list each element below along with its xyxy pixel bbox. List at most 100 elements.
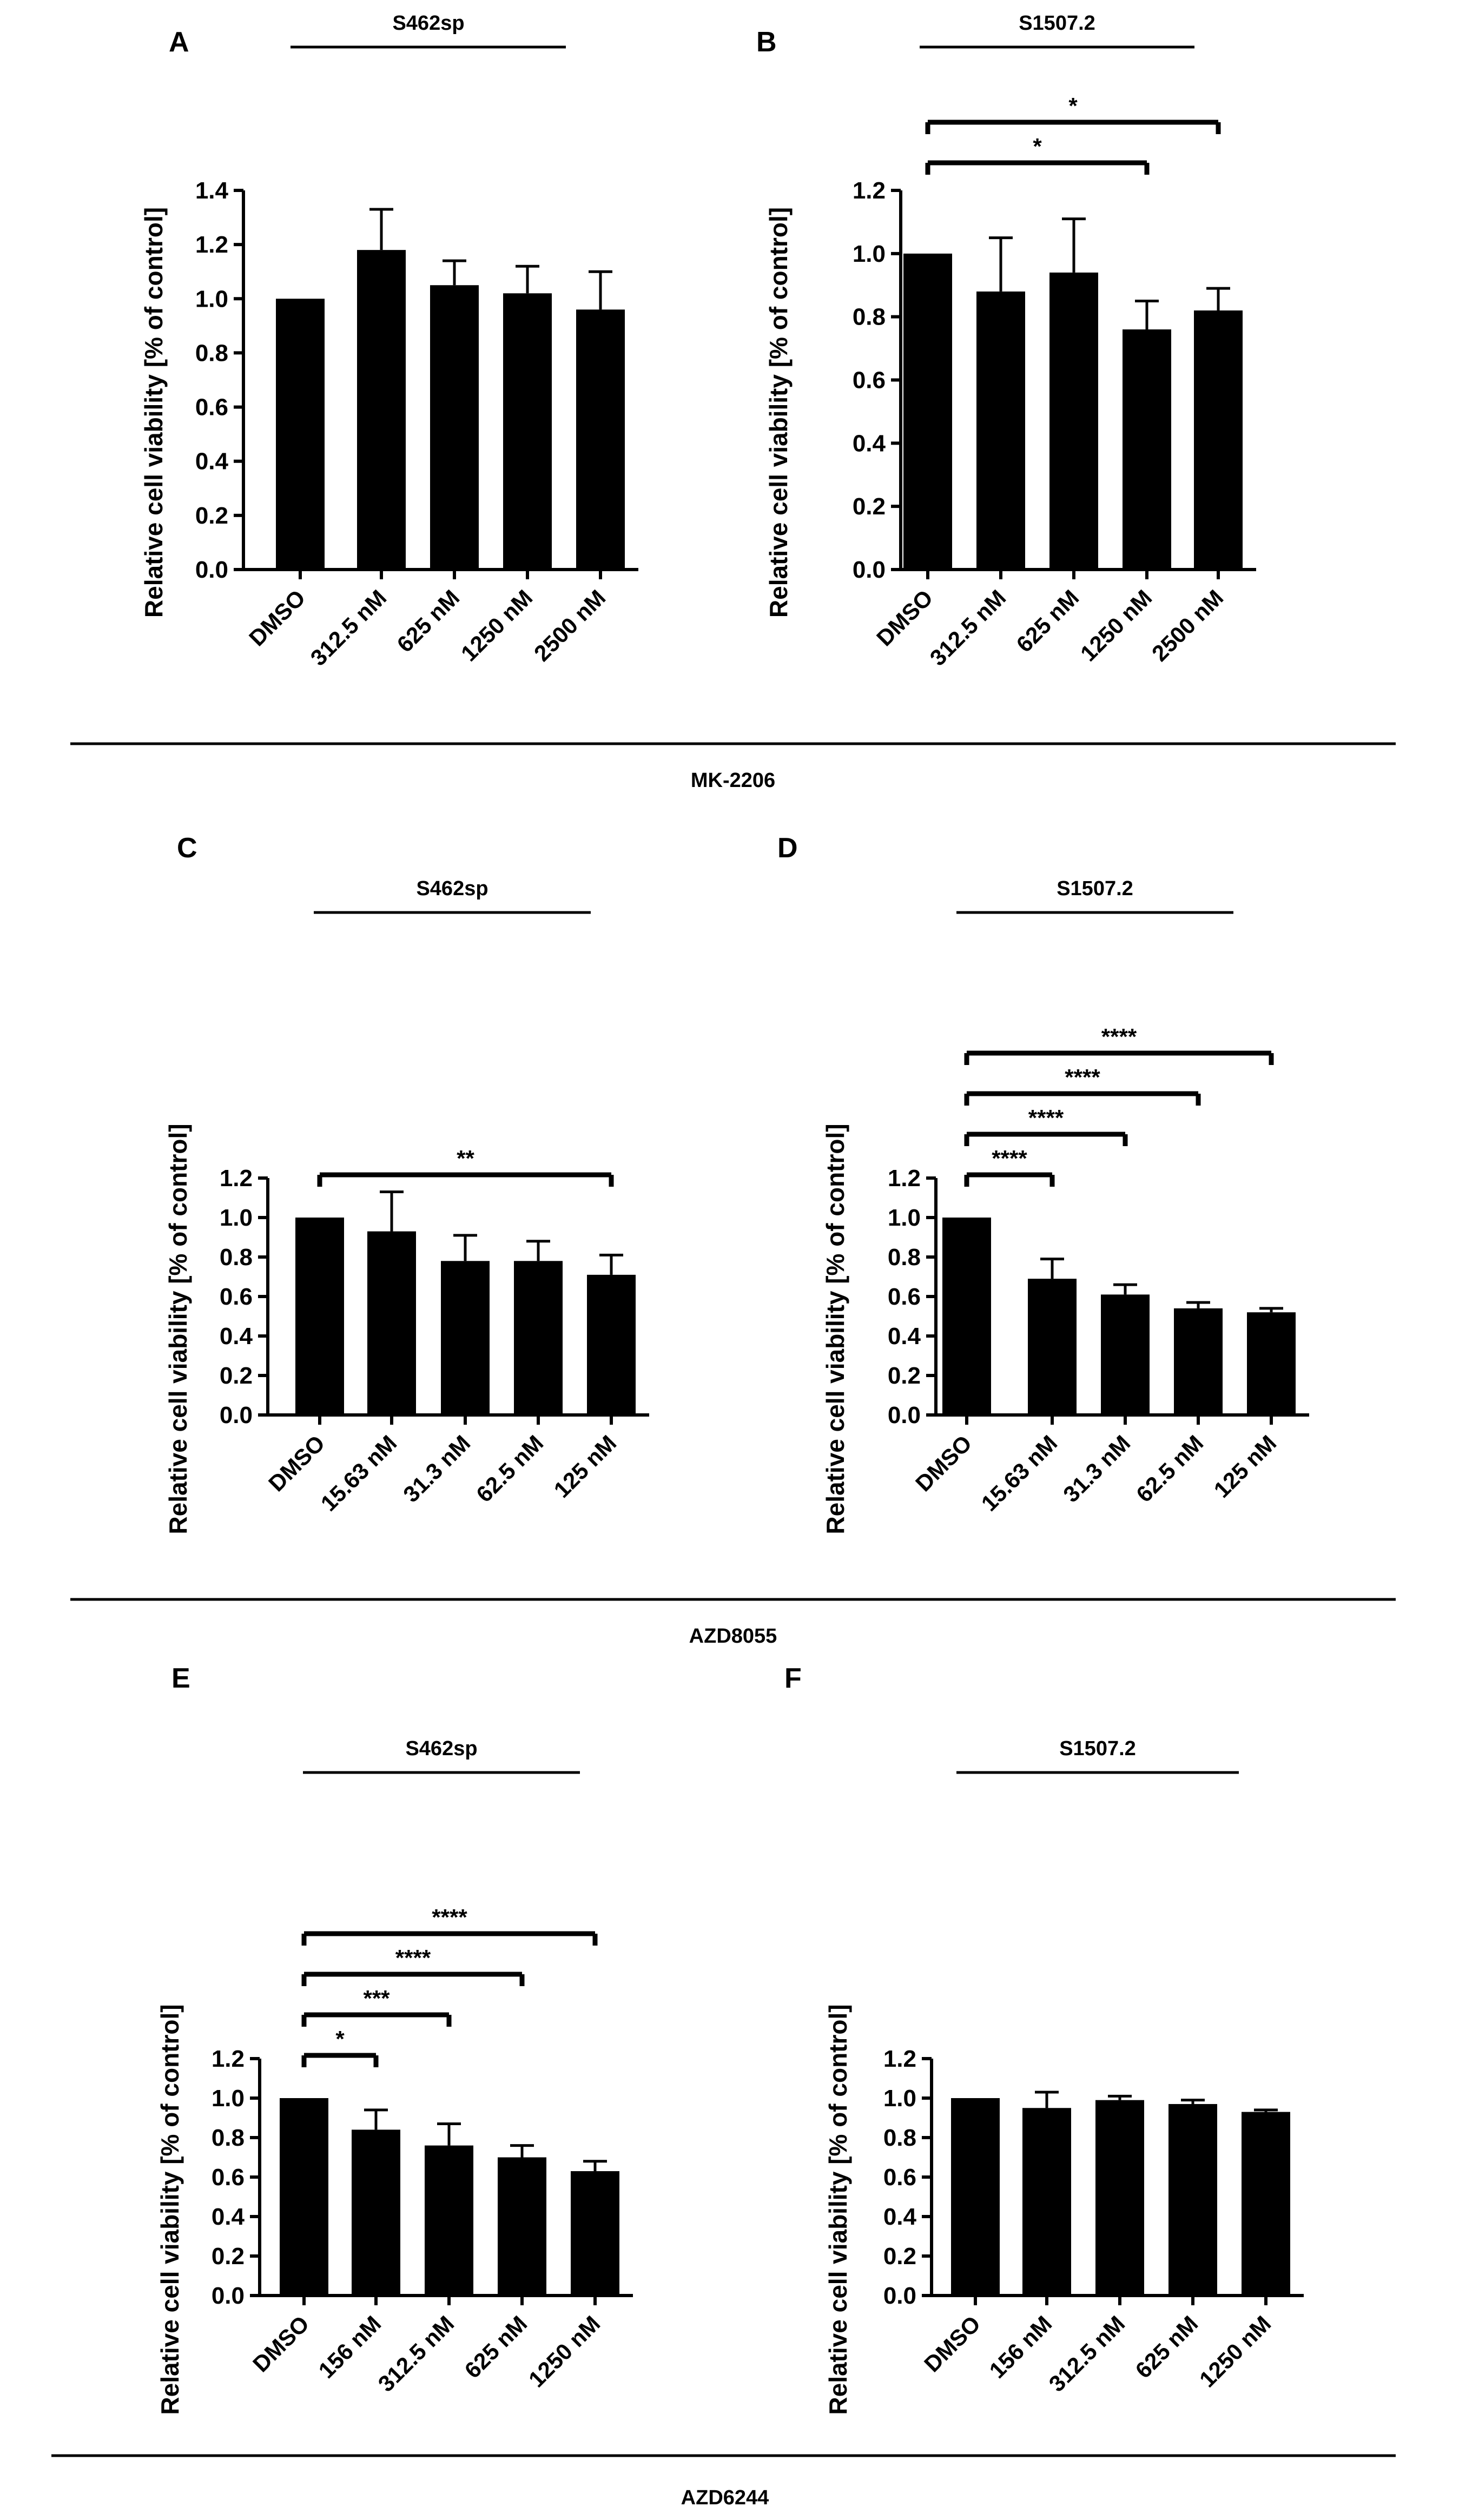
y-tick-label: 0.4 — [212, 2204, 245, 2230]
y-tick-label: 1.2 — [888, 1165, 921, 1192]
bar — [951, 2098, 1000, 2296]
panel-letter: A — [169, 27, 189, 58]
bar — [441, 1261, 490, 1415]
y-tick-label: 0.0 — [220, 1402, 253, 1428]
section-drug-label: AZD8055 — [689, 1625, 777, 1648]
chart-title: S1507.2 — [1059, 1737, 1136, 1760]
y-tick-label: 0.6 — [853, 367, 886, 394]
x-tick-label: DMSO — [919, 2311, 985, 2377]
significance-label: * — [1068, 93, 1078, 118]
x-tick-label: 31.3 nM — [398, 1430, 475, 1507]
x-tick-label: DMSO — [872, 585, 938, 651]
y-tick-label: 0.4 — [195, 448, 229, 475]
section-drug-label: AZD6244 — [681, 2486, 769, 2509]
y-tick-label: 0.2 — [883, 2243, 916, 2270]
bar — [1174, 1308, 1223, 1415]
y-tick-label: 1.2 — [853, 177, 886, 204]
chart-panel-f: F S1507.2 0.0 0.2 0.4 0.6 0.8 1.0 1.2 Relative ce… — [784, 1663, 1304, 2415]
y-tick-label: 0.2 — [212, 2243, 245, 2270]
x-tick-label: 625 nM — [392, 585, 464, 657]
chart-panel-a: A S462sp 0.0 0.2 0.4 0.6 0.8 1.0 1.2 1.4 Relative … — [140, 12, 638, 671]
y-tick-label: 0.6 — [220, 1284, 253, 1310]
y-axis-label: Relative cell viability [% of control] — [164, 1123, 192, 1534]
y-tick-label: 1.0 — [220, 1205, 253, 1231]
y-tick-label: 0.8 — [220, 1244, 253, 1271]
bar — [498, 2157, 546, 2296]
y-axis-label: Relative cell viability [% of control] — [821, 1123, 849, 1534]
significance-label: ** — [457, 1146, 474, 1171]
x-tick-label: 2500 nM — [529, 585, 610, 666]
bar — [587, 1274, 636, 1415]
bar — [1095, 2100, 1144, 2296]
bar — [276, 299, 325, 570]
bar — [976, 291, 1025, 570]
chart-panel-b: B S1507.2 0.0 0.2 0.4 0.6 0.8 1.0 1.2 Relative ce… — [756, 12, 1256, 671]
chart-title: S462sp — [405, 1737, 477, 1760]
bar — [1168, 2104, 1217, 2296]
y-axis-label: Relative cell viability [% of control] — [764, 207, 793, 618]
y-tick-label: 0.0 — [212, 2283, 245, 2309]
significance-label: **** — [1065, 1064, 1100, 1090]
bar — [425, 2145, 473, 2296]
significance-label: **** — [992, 1146, 1027, 1171]
y-tick-label: 0.0 — [195, 557, 228, 583]
panel-letter: F — [784, 1663, 802, 1694]
significance-label: **** — [1028, 1105, 1064, 1130]
x-tick-label: DMSO — [910, 1430, 976, 1496]
bar — [280, 2098, 328, 2296]
y-tick-label: 1.2 — [883, 2046, 916, 2072]
significance-label: **** — [1101, 1024, 1137, 1049]
panel-letter: B — [756, 27, 777, 58]
x-tick-label: 312.5 nM — [306, 585, 392, 671]
y-tick-label: 1.4 — [195, 177, 229, 204]
y-tick-label: 0.4 — [220, 1323, 253, 1350]
bar — [357, 250, 406, 570]
chart-title: S462sp — [392, 12, 464, 35]
y-tick-label: 0.0 — [883, 2283, 916, 2309]
bar — [942, 1218, 991, 1415]
significance-label: * — [1033, 134, 1042, 159]
x-tick-label: 1250 nM — [456, 585, 537, 666]
x-tick-label: 312.5 nM — [373, 2311, 459, 2397]
x-tick-label: 125 nM — [1209, 1430, 1281, 1503]
bar — [503, 293, 552, 570]
bar — [1049, 272, 1098, 570]
x-tick-label: 312.5 nM — [1044, 2311, 1130, 2397]
y-tick-label: 1.0 — [212, 2085, 245, 2112]
chart-panel-e: E S462sp 0.0 0.2 0.4 0.6 0.8 1.0 1.2 Relative cel… — [156, 1663, 633, 2415]
panel-letter: C — [177, 832, 197, 864]
x-tick-label: DMSO — [244, 585, 310, 651]
x-tick-label: 625 nM — [1011, 585, 1084, 657]
y-tick-label: 1.2 — [212, 2046, 245, 2072]
bar — [576, 309, 625, 570]
x-tick-label: 15.63 nM — [316, 1430, 402, 1516]
significance-label: * — [335, 2026, 345, 2052]
y-tick-label: 0.2 — [220, 1362, 253, 1389]
y-tick-label: 0.8 — [212, 2125, 245, 2151]
x-tick-label: 2500 nM — [1147, 585, 1228, 666]
y-tick-label: 0.2 — [888, 1362, 921, 1389]
y-tick-label: 0.6 — [888, 1284, 921, 1310]
bar — [514, 1261, 563, 1415]
x-tick-label: 625 nM — [1130, 2311, 1203, 2383]
bar — [367, 1231, 416, 1415]
panel-letter: D — [777, 832, 798, 864]
bar — [1123, 329, 1171, 570]
y-tick-label: 0.8 — [195, 340, 228, 366]
chart-title: S1507.2 — [1057, 877, 1133, 900]
chart-panel-d: D S1507.2 0.0 0.2 0.4 0.6 0.8 1.0 1.2 Relative ce… — [777, 832, 1309, 1535]
x-tick-label: 1250 nM — [1194, 2311, 1276, 2392]
y-tick-label: 0.6 — [195, 394, 228, 421]
x-tick-label: 312.5 nM — [925, 585, 1011, 671]
x-tick-label: 625 nM — [459, 2311, 532, 2383]
y-tick-label: 0.4 — [853, 430, 886, 457]
y-tick-label: 0.8 — [853, 304, 886, 330]
bar — [352, 2129, 400, 2296]
chart-title: S1507.2 — [1019, 12, 1095, 35]
bar — [295, 1218, 344, 1415]
x-tick-label: 15.63 nM — [976, 1430, 1062, 1516]
x-tick-label: 62.5 nM — [1131, 1430, 1208, 1507]
y-tick-label: 0.6 — [212, 2164, 245, 2191]
y-tick-label: 0.4 — [888, 1323, 921, 1350]
